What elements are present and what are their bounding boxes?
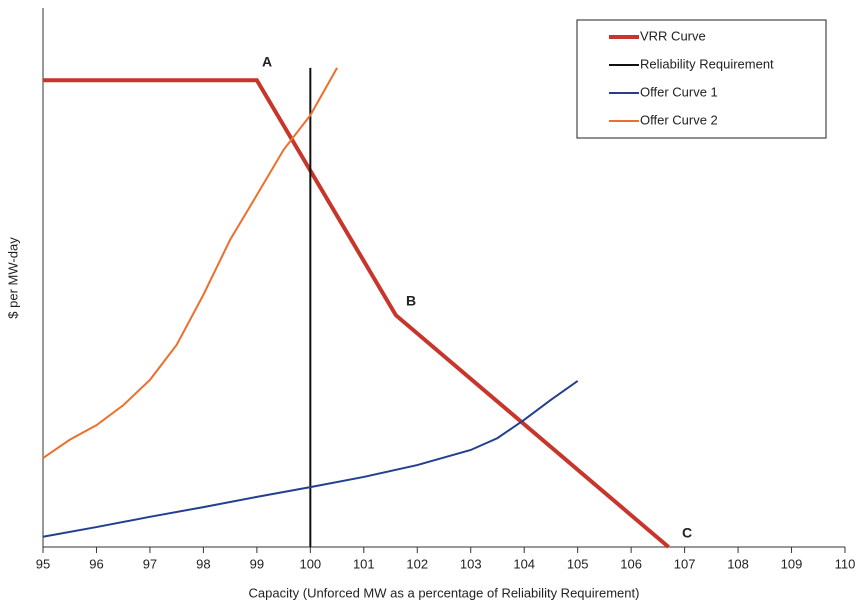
x-tick-label: 104 bbox=[513, 556, 535, 571]
legend-label: Offer Curve 2 bbox=[640, 112, 718, 127]
legend-box bbox=[576, 19, 827, 139]
x-tick-label: 106 bbox=[620, 556, 642, 571]
x-tick-label: 105 bbox=[567, 556, 589, 571]
y-axis-title: $ per MW-day bbox=[5, 237, 20, 319]
x-tick-label: 103 bbox=[460, 556, 482, 571]
x-tick-label: 97 bbox=[143, 556, 157, 571]
series-line bbox=[42, 380, 579, 538]
x-tick-label: 98 bbox=[196, 556, 210, 571]
x-tick-label: 108 bbox=[727, 556, 749, 571]
x-axis-title: Capacity (Unforced MW as a percentage of… bbox=[249, 585, 640, 600]
x-tick-label: 95 bbox=[36, 556, 50, 571]
annotation: B bbox=[406, 293, 416, 309]
annotation: A bbox=[262, 54, 272, 70]
legend-label: VRR Curve bbox=[640, 28, 706, 43]
x-tick-label: 110 bbox=[835, 556, 856, 571]
x-tick-label: 109 bbox=[781, 556, 803, 571]
legend-label: Reliability Requirement bbox=[640, 56, 774, 71]
x-tick-label: 102 bbox=[406, 556, 428, 571]
x-tick-label: 107 bbox=[674, 556, 696, 571]
annotation: C bbox=[682, 525, 692, 541]
x-tick-label: 99 bbox=[250, 556, 264, 571]
series-line bbox=[43, 78, 670, 549]
x-tick-label: 101 bbox=[353, 556, 375, 571]
series-line bbox=[42, 67, 338, 459]
x-tick-label: 96 bbox=[89, 556, 103, 571]
legend-label: Offer Curve 1 bbox=[640, 84, 718, 99]
x-tick-label: 100 bbox=[299, 556, 321, 571]
